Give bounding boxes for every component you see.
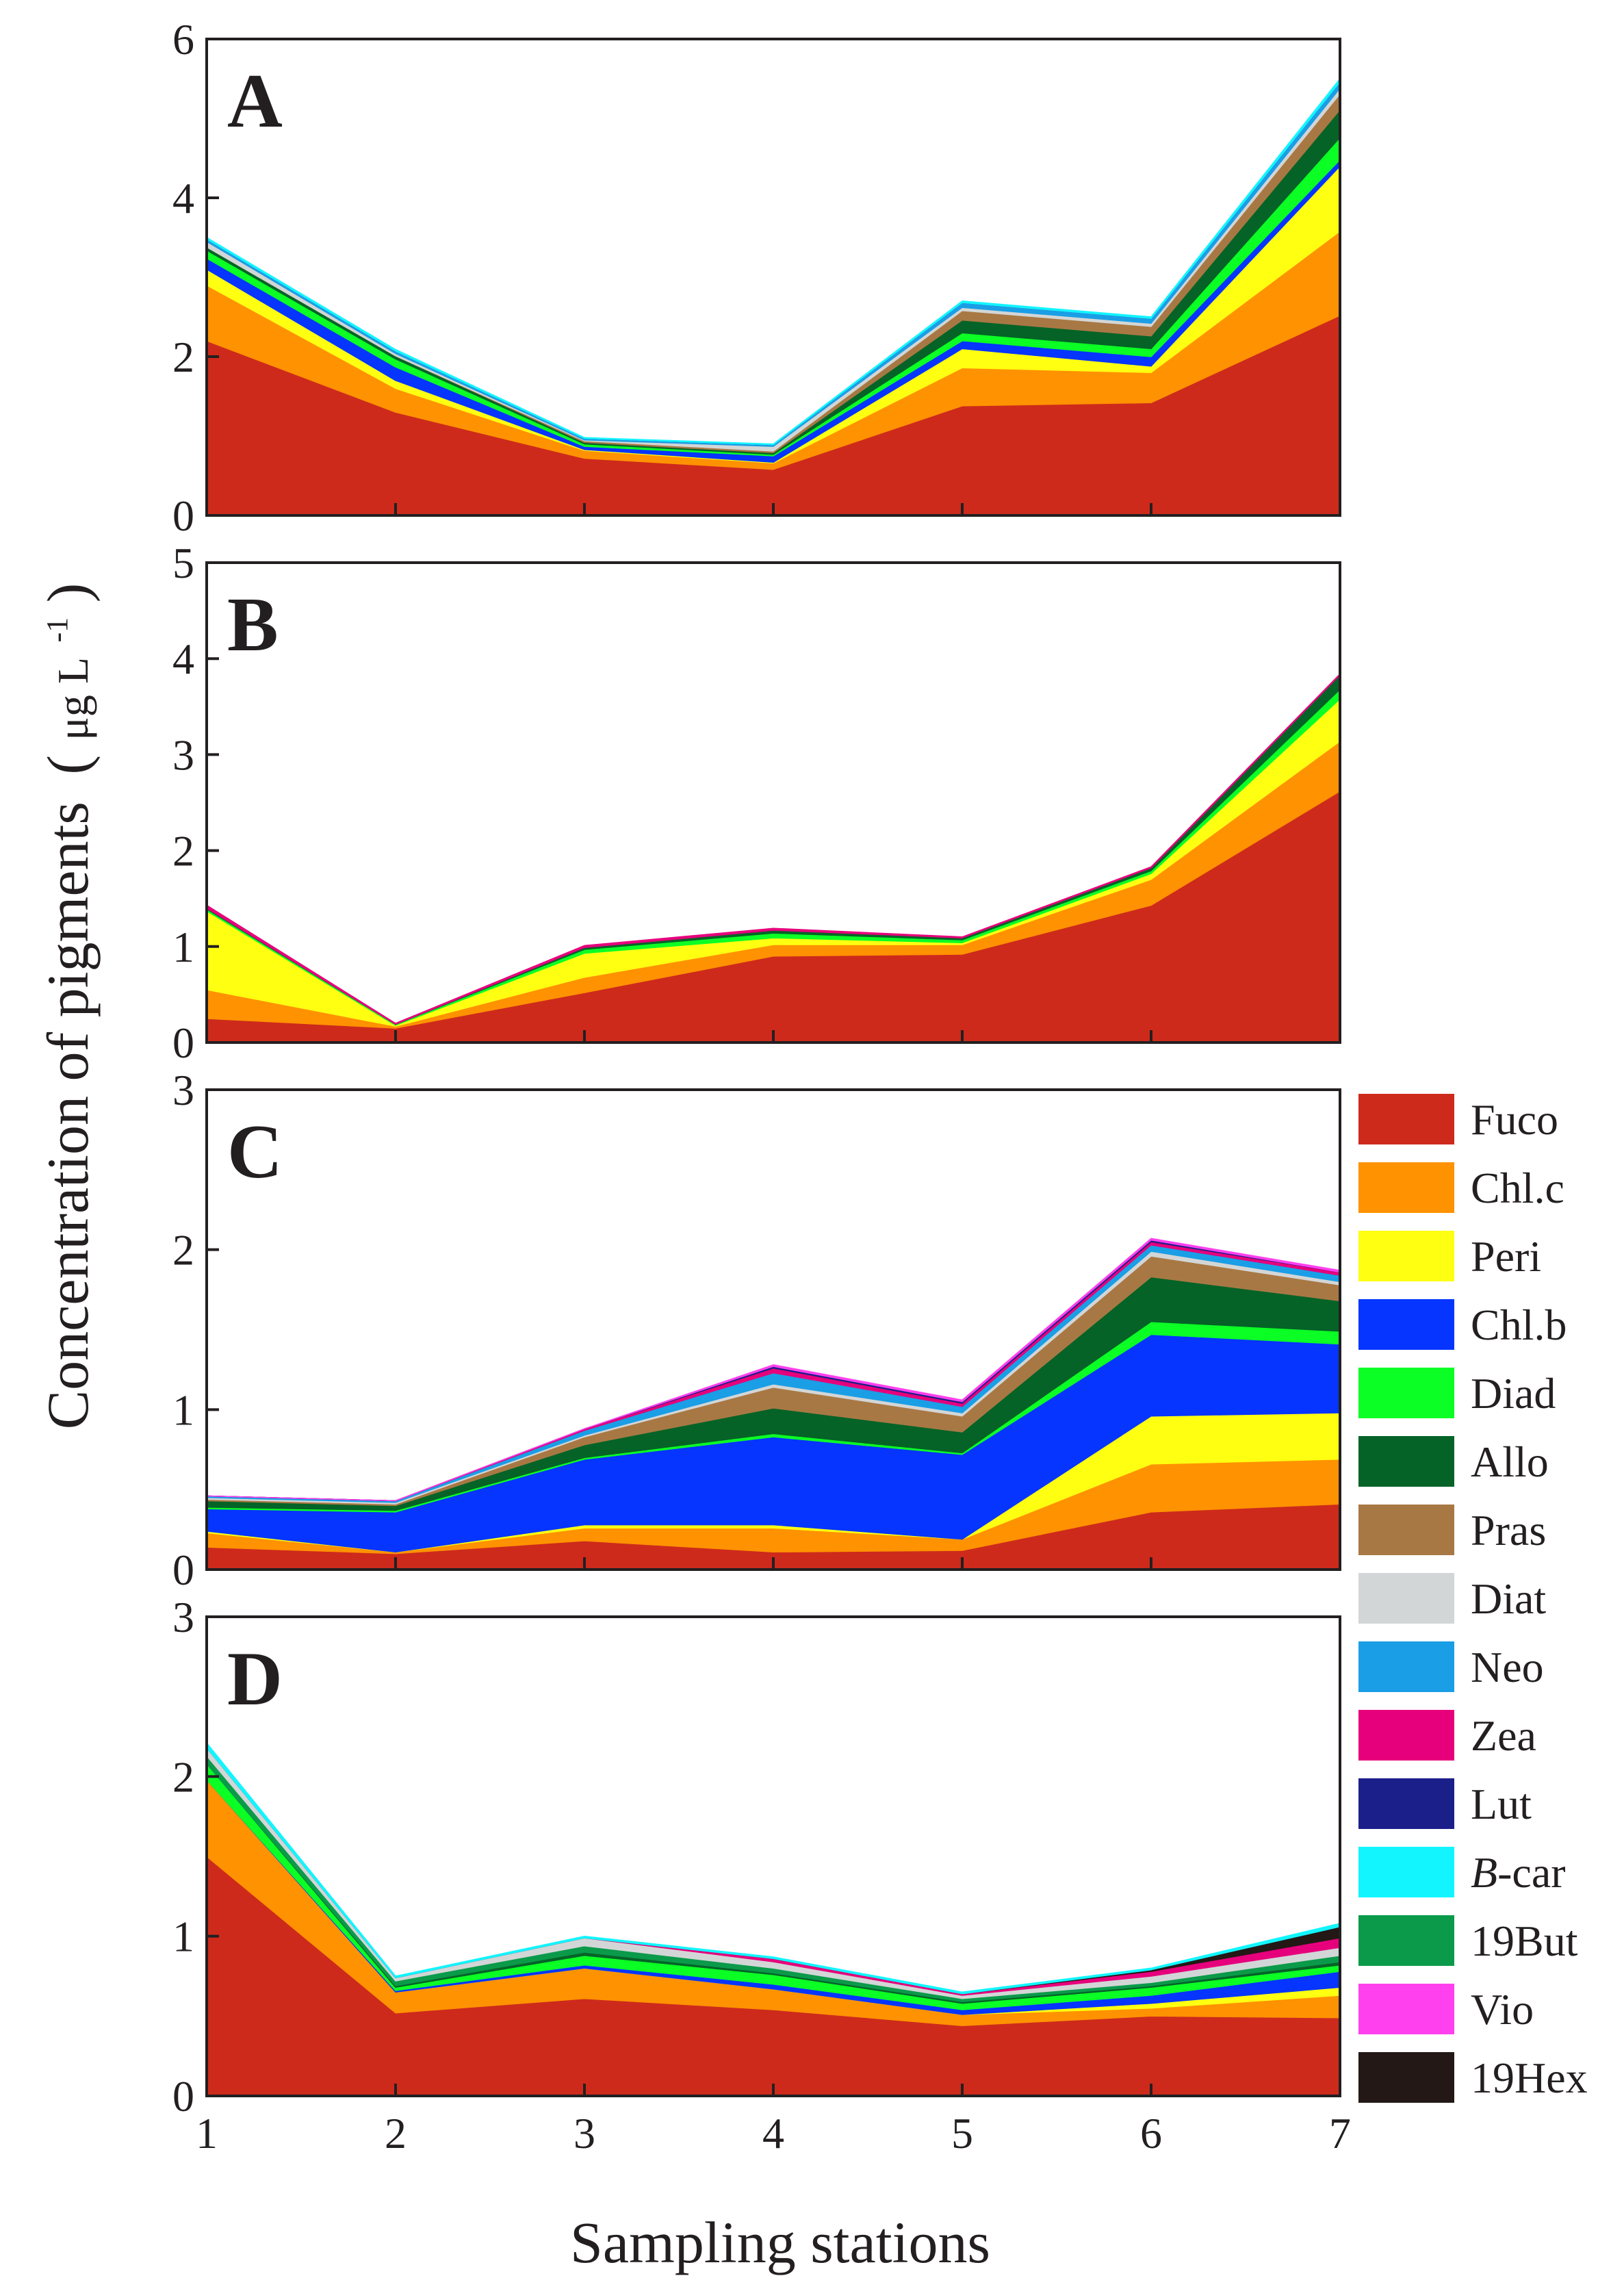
panel-A-areas [206, 78, 1341, 516]
legend-label: Diat [1471, 1574, 1546, 1623]
legend-label: 19Hex [1471, 2053, 1588, 2102]
legend-label: Allo [1471, 1437, 1549, 1486]
legend-label: Chl.b [1471, 1301, 1567, 1349]
y-axis-title-unit: μg L [49, 657, 97, 740]
legend-swatch [1358, 1847, 1454, 1897]
panel-D-areas [206, 1742, 1341, 2097]
legend-label: Vio [1471, 1985, 1534, 2034]
xtick-label: 3 [573, 2109, 595, 2158]
panel-label: C [227, 1110, 283, 1194]
xtick-label: 1 [196, 2109, 218, 2158]
panel-A-ytick-label: 6 [172, 15, 194, 64]
panel-B-ytick-label: 1 [172, 923, 194, 971]
legend-swatch [1358, 1299, 1454, 1350]
legend-label: Diad [1471, 1369, 1556, 1418]
xtick-label: 2 [385, 2109, 407, 2158]
panel-label: D [227, 1637, 283, 1722]
panel-B: 0 1 2 3 4 5B [172, 539, 1341, 1067]
legend-swatch [1358, 1368, 1454, 1418]
legend-label: Pras [1471, 1506, 1546, 1554]
legend-item: Diat [1358, 1573, 1546, 1624]
legend-swatch [1358, 1573, 1454, 1624]
legend-item: Chl.c [1358, 1162, 1564, 1213]
xtick-label: 7 [1329, 2109, 1351, 2158]
legend-swatch [1358, 1231, 1454, 1281]
panel-A-ytick-label: 2 [172, 333, 194, 381]
legend-swatch [1358, 1984, 1454, 2034]
panel-A-ytick-label: 4 [172, 174, 194, 222]
x-axis-title: Sampling stations [570, 2210, 990, 2275]
legend-label: Peri [1471, 1232, 1541, 1281]
legend-item: Vio [1358, 1984, 1534, 2034]
legend-label: Chl.c [1471, 1164, 1564, 1212]
legend-swatch [1358, 1505, 1454, 1555]
legend-item: Allo [1358, 1436, 1549, 1487]
legend-item: Peri [1358, 1231, 1541, 1281]
legend-item: Pras [1358, 1505, 1546, 1555]
xtick-label: 6 [1140, 2109, 1162, 2158]
legend-swatch [1358, 1094, 1454, 1144]
panel-A: 0 2 4 6A [172, 15, 1341, 540]
legend-swatch [1358, 1162, 1454, 1213]
legend: Fuco Chl.c Peri Chl.b Diad Allo Pras Diat Neo Zea… [1358, 1094, 1588, 2103]
panel-D-ytick-label: 0 [172, 2072, 194, 2121]
panel-B-ytick-label: 4 [172, 635, 194, 683]
y-axis-title-main: Concentration of pigments [35, 802, 101, 1429]
panel-D-ytick-label: 3 [172, 1593, 194, 1641]
legend-label: B-car [1471, 1848, 1566, 1897]
legend-item: Lut [1358, 1778, 1532, 1829]
panel-B-ytick-label: 2 [172, 827, 194, 875]
panel-C-ytick-label: 3 [172, 1066, 194, 1114]
panel-D-ytick-label: 2 [172, 1752, 194, 1801]
svg-text:Concentration of pigments: Concentration of pigments ( μg L -1 ) [14, 583, 101, 1430]
legend-item: B-car [1358, 1847, 1566, 1897]
legend-label: Zea [1471, 1711, 1536, 1760]
legend-swatch [1358, 1778, 1454, 1829]
panel-C-ytick-label: 2 [172, 1226, 194, 1275]
legend-item: 19Hex [1358, 2052, 1588, 2103]
legend-swatch [1358, 2052, 1454, 2103]
legend-swatch [1358, 1641, 1454, 1692]
legend-item: Chl.b [1358, 1299, 1567, 1350]
area-B-fuco [206, 790, 1341, 1043]
y-axis-title-exponent: -1 [40, 617, 74, 643]
panel-C-ytick-label: 1 [172, 1385, 194, 1434]
legend-item: Zea [1358, 1710, 1536, 1761]
legend-item: Diad [1358, 1368, 1556, 1418]
panel-D-ytick-label: 1 [172, 1912, 194, 1961]
legend-label: Lut [1471, 1780, 1532, 1828]
y-axis-title: Concentration of pigments ( μg L -1 ) [14, 583, 101, 1430]
panel-C: 0 1 2 3C [172, 1066, 1341, 1594]
panel-label: B [227, 583, 279, 667]
y-axis-title-open: ( [35, 755, 101, 775]
panel-C-areas [206, 1238, 1341, 1570]
legend-label: Neo [1471, 1643, 1544, 1691]
legend-item: Fuco [1358, 1094, 1558, 1144]
panel-B-ytick-label: 3 [172, 730, 194, 779]
panel-B-areas [206, 673, 1341, 1043]
panel-A-ytick-label: 0 [172, 491, 194, 540]
panel-B-ytick-label: 0 [172, 1019, 194, 1067]
panel-B-ytick-label: 5 [172, 539, 194, 587]
legend-label: Fuco [1471, 1095, 1558, 1144]
legend-swatch [1358, 1436, 1454, 1487]
legend-item: 19But [1358, 1915, 1578, 1966]
panel-label: A [227, 59, 283, 144]
legend-label: 19But [1471, 1917, 1578, 1965]
xtick-label: 4 [762, 2109, 784, 2158]
legend-swatch [1358, 1915, 1454, 1966]
legend-swatch [1358, 1710, 1454, 1761]
xtick-label: 5 [951, 2109, 973, 2158]
legend-item: Neo [1358, 1641, 1544, 1692]
panel-C-ytick-label: 0 [172, 1546, 194, 1594]
y-axis-title-close: ) [35, 583, 101, 603]
